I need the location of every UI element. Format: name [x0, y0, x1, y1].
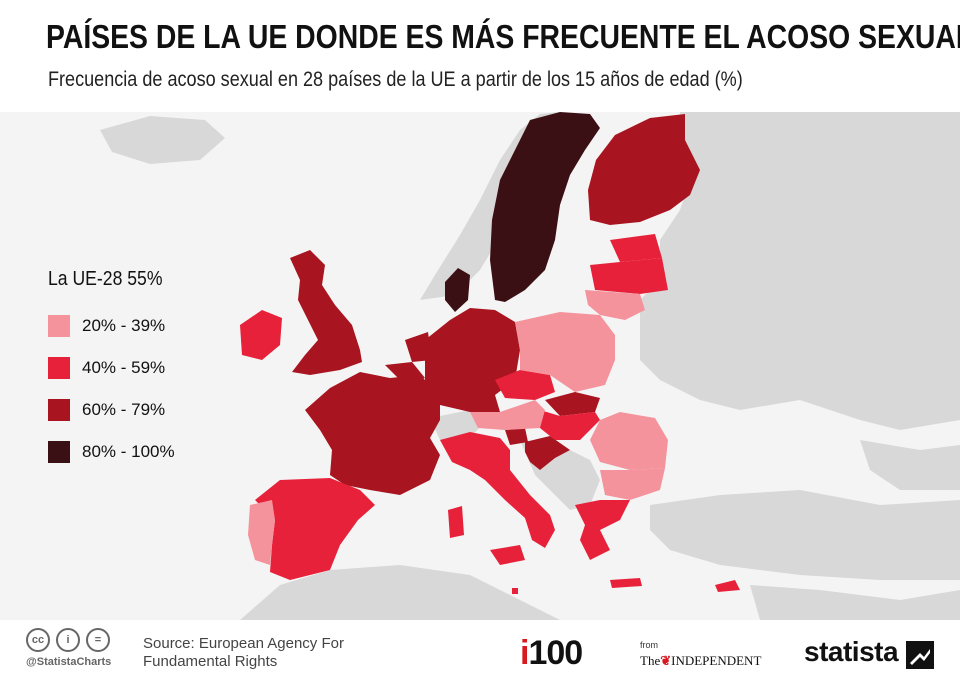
romania	[590, 412, 668, 470]
i100-suffix: 100	[528, 634, 583, 672]
map-svg	[100, 112, 960, 620]
statista-logo-icon	[906, 641, 934, 669]
cyprus	[715, 580, 740, 592]
statista-logo[interactable]: statista	[804, 636, 899, 667]
croatia	[525, 436, 570, 470]
legend-label: 40% - 59%	[82, 358, 166, 377]
independent-name: INDEPENDENT	[671, 653, 762, 668]
i100-prefix: i	[520, 634, 530, 672]
sardinia	[448, 506, 464, 538]
by-icon[interactable]: i	[56, 628, 80, 652]
legend-item: 20% - 39%	[48, 305, 178, 347]
chart-subtitle: Frecuencia de acoso sexual en 28 países …	[48, 68, 743, 91]
class-40-59	[240, 234, 740, 594]
class-60-79	[290, 114, 700, 495]
italy	[440, 432, 555, 548]
crete	[610, 578, 642, 588]
netherlands	[405, 332, 432, 362]
legend-swatch	[48, 315, 70, 337]
middle-east	[750, 585, 960, 620]
footer: cc i = @StatistaCharts Source: European …	[0, 620, 960, 684]
slovenia	[505, 428, 528, 445]
belgium	[385, 362, 425, 385]
source-line: Source: European Agency For	[143, 635, 344, 652]
denmark	[445, 268, 470, 312]
finland	[588, 114, 700, 225]
portugal	[248, 500, 275, 565]
malta	[512, 588, 518, 594]
source-text: Source: European Agency For Fundamental …	[143, 635, 383, 671]
statista-handle[interactable]: @StatistaCharts	[26, 656, 112, 668]
caucasus	[860, 440, 960, 490]
i100-logo[interactable]: i100	[520, 634, 583, 673]
legend-swatch	[48, 399, 70, 421]
latvia	[590, 258, 668, 294]
sweden	[490, 112, 600, 302]
estonia	[610, 234, 662, 262]
legend-label: 80% - 100%	[82, 442, 175, 461]
legend-title: La UE-28 55%	[48, 268, 163, 290]
germany	[425, 308, 520, 412]
iceland	[100, 116, 225, 164]
sicily	[490, 545, 525, 565]
eagle-icon: ❦	[660, 653, 672, 668]
legend-label: 20% - 39%	[82, 316, 166, 335]
legend-item: 80% - 100%	[48, 431, 178, 473]
greece	[575, 500, 630, 560]
legend-swatch	[48, 441, 70, 463]
legend-item: 60% - 79%	[48, 389, 178, 431]
independent-prefix: The	[640, 653, 661, 668]
legend-swatch	[48, 357, 70, 379]
poland	[515, 312, 615, 392]
europe-map	[0, 112, 960, 620]
equals-icon[interactable]: =	[86, 628, 110, 652]
legend: La UE-28 55% 20% - 39% 40% - 59% 60% - 7…	[48, 268, 178, 473]
legend-label: 60% - 79%	[82, 400, 166, 419]
north-africa	[240, 565, 560, 620]
bulgaria	[600, 468, 665, 500]
czech-republic	[495, 370, 555, 400]
austria	[470, 400, 545, 430]
class-20-39	[248, 290, 668, 565]
ireland	[240, 310, 282, 360]
slovakia	[545, 392, 600, 416]
chart-title: PAÍSES DE LA UE DONDE ES MÁS FRECUENTE E…	[46, 18, 960, 55]
legend-item: 40% - 59%	[48, 347, 178, 389]
france	[305, 372, 440, 495]
cc-icon[interactable]: cc	[26, 628, 50, 652]
russia-east-europe	[640, 112, 960, 430]
license-icons: cc i =	[26, 628, 110, 652]
class-80-100	[445, 112, 600, 312]
spain	[255, 478, 375, 580]
lithuania	[585, 290, 645, 320]
hungary	[540, 410, 600, 440]
independent-logo[interactable]: The❦INDEPENDENT	[640, 653, 761, 669]
source-line: Fundamental Rights	[143, 653, 278, 670]
united-kingdom	[290, 250, 362, 375]
turkey	[650, 490, 960, 580]
from-label: from	[640, 640, 658, 650]
